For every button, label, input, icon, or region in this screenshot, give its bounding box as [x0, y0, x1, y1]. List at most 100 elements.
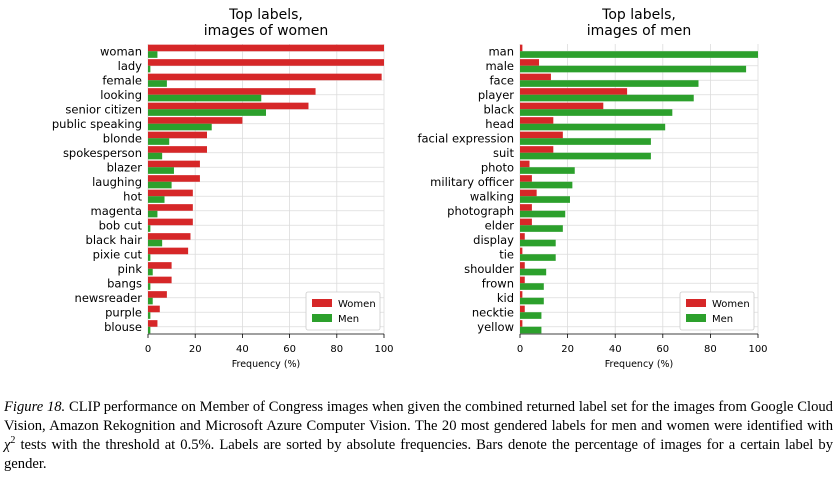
- bar-women: [148, 305, 160, 313]
- bar-men: [520, 152, 651, 160]
- bar-women: [520, 102, 604, 110]
- category-label: laughing: [92, 175, 142, 189]
- category-label: face: [490, 73, 515, 87]
- bar-women: [520, 189, 537, 197]
- bar-women: [148, 218, 193, 226]
- category-label: hot: [123, 189, 142, 203]
- category-label: male: [485, 59, 514, 73]
- bar-women: [520, 262, 525, 269]
- legend-swatch-women: [312, 299, 332, 307]
- bar-men: [520, 312, 542, 319]
- bar-men: [520, 210, 566, 218]
- bar-men: [148, 65, 151, 73]
- legend-swatch-women: [686, 299, 706, 307]
- category-label: magenta: [91, 204, 142, 218]
- category-label: black hair: [86, 233, 143, 247]
- caption-superscript: 2: [10, 435, 16, 447]
- bar-women: [520, 146, 554, 153]
- category-label: black: [483, 102, 514, 116]
- bar-women: [148, 44, 384, 52]
- x-tick-label: 0: [517, 344, 523, 355]
- x-tick-label: 100: [748, 344, 767, 355]
- bar-women: [520, 44, 523, 52]
- bar-women: [520, 305, 525, 313]
- bar-women: [520, 291, 523, 298]
- category-label: purple: [105, 305, 142, 319]
- category-label: pink: [118, 262, 143, 276]
- figure-caption: Figure 18. CLIP performance on Member of…: [4, 398, 833, 474]
- category-label: shoulder: [464, 262, 514, 276]
- x-axis-label: Frequency (%): [605, 359, 674, 370]
- category-label: yellow: [477, 320, 514, 334]
- category-label: lady: [118, 59, 143, 73]
- x-tick-label: 60: [283, 344, 296, 355]
- bar-men: [148, 312, 151, 319]
- bar-women: [148, 276, 172, 284]
- bar-men: [148, 167, 174, 174]
- category-label: pixie cut: [93, 247, 143, 261]
- bar-women: [148, 291, 167, 298]
- category-label: senior citizen: [65, 102, 142, 116]
- bar-men: [520, 181, 573, 189]
- category-label: tie: [499, 247, 514, 261]
- category-label: bob cut: [99, 218, 143, 232]
- x-tick-label: 80: [330, 344, 343, 355]
- chart-title-line: images of women: [204, 23, 328, 39]
- category-label: necktie: [472, 305, 514, 319]
- x-tick-label: 100: [374, 344, 393, 355]
- bar-men: [148, 138, 170, 145]
- bar-women: [148, 175, 200, 182]
- bar-women: [520, 233, 525, 240]
- legend-swatch-men: [686, 314, 706, 322]
- bar-men: [520, 65, 747, 73]
- x-tick-label: 40: [609, 344, 622, 355]
- category-label: female: [102, 73, 142, 87]
- bar-women: [148, 73, 382, 81]
- chart-title-line: images of men: [587, 23, 691, 39]
- category-label: walking: [470, 189, 514, 203]
- bar-men: [148, 225, 151, 232]
- bar-men: [520, 254, 556, 261]
- x-axis-label: Frequency (%): [232, 359, 301, 370]
- bar-women: [520, 59, 540, 66]
- category-label: blonde: [103, 131, 142, 145]
- bar-women: [148, 131, 207, 139]
- x-tick-label: 80: [704, 344, 717, 355]
- x-tick-label: 20: [561, 344, 574, 355]
- bar-women: [148, 189, 193, 197]
- category-label: photograph: [447, 204, 514, 218]
- category-label: woman: [100, 44, 142, 58]
- bar-women: [520, 117, 554, 124]
- bar-men: [520, 297, 544, 305]
- bar-women: [148, 247, 189, 255]
- bar-men: [148, 51, 158, 58]
- bar-men: [148, 152, 163, 160]
- bar-men: [148, 123, 212, 131]
- bar-men: [520, 94, 694, 102]
- bar-women: [148, 262, 172, 269]
- category-label: blazer: [107, 160, 143, 174]
- bar-men: [520, 51, 758, 58]
- legend-label-women: Women: [338, 299, 376, 310]
- bar-men: [148, 94, 262, 102]
- caption-text-1: CLIP performance on Member of Congress i…: [4, 399, 833, 434]
- bar-women: [520, 88, 628, 95]
- bar-women: [520, 175, 532, 182]
- bar-men: [520, 268, 547, 276]
- bar-women: [520, 276, 525, 284]
- bar-men: [148, 239, 163, 247]
- bar-men: [148, 109, 266, 116]
- category-label: frown: [482, 276, 514, 290]
- category-label: display: [473, 233, 514, 247]
- category-label: suit: [493, 146, 514, 160]
- bar-men: [520, 326, 542, 334]
- category-label: newsreader: [75, 291, 143, 305]
- category-label: elder: [485, 218, 515, 232]
- category-label: spokesperson: [63, 146, 142, 160]
- bar-women: [148, 160, 200, 168]
- bar-men: [148, 80, 167, 87]
- category-label: public speaking: [52, 117, 142, 131]
